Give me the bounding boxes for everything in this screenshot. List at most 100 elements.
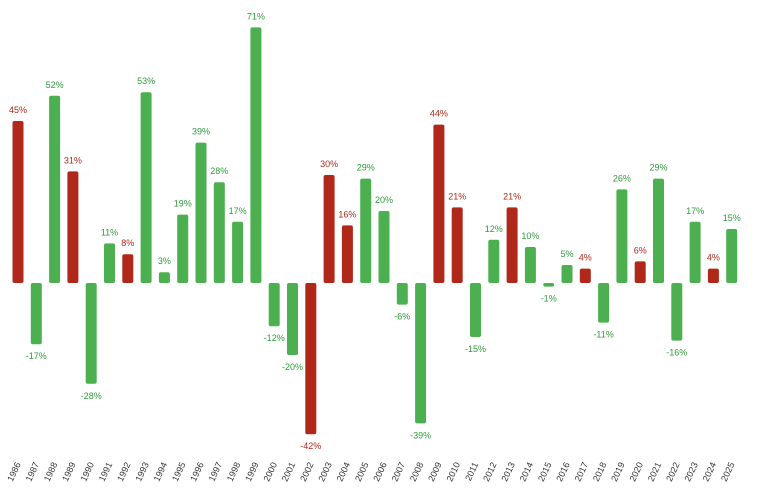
data-label-1999: 71%	[247, 11, 265, 21]
data-label-2001: -20%	[282, 362, 303, 372]
x-tick-label-2010: 2010	[444, 461, 462, 483]
bar-1987	[30, 283, 42, 345]
data-label-1994: 3%	[158, 256, 171, 266]
bar-2020	[634, 261, 646, 283]
data-label-2019: 26%	[613, 173, 631, 183]
x-tick-label-1988: 1988	[42, 461, 60, 483]
x-tick-label-2015: 2015	[536, 461, 554, 483]
data-label-1989: 31%	[64, 155, 82, 165]
data-label-2021: 29%	[649, 163, 667, 173]
bar-2008	[415, 283, 427, 424]
data-label-2015: -1%	[541, 294, 557, 304]
data-label-2004: 16%	[338, 209, 356, 219]
bar-1994	[158, 272, 170, 283]
x-tick-label-2017: 2017	[573, 461, 591, 483]
bar-2018	[598, 283, 610, 323]
bar-2009	[433, 124, 445, 283]
x-tick-label-1997: 1997	[207, 461, 225, 483]
bar-2015	[543, 283, 555, 287]
x-tick-label-2002: 2002	[298, 461, 316, 483]
bar-2022	[671, 283, 683, 341]
data-label-2023: 17%	[686, 206, 704, 216]
x-tick-label-1995: 1995	[170, 461, 188, 483]
x-tick-label-2025: 2025	[719, 461, 737, 483]
data-label-2016: 5%	[560, 249, 573, 259]
data-label-1991: 11%	[101, 227, 118, 237]
data-label-2012: 12%	[485, 224, 503, 234]
data-label-2017: 4%	[579, 253, 592, 263]
bar-1998	[232, 221, 244, 283]
data-label-2025: 15%	[723, 213, 741, 223]
x-tick-label-2013: 2013	[499, 461, 517, 483]
x-tick-label-1993: 1993	[133, 461, 151, 483]
x-axis-tick-labels: 1986 1987 1988 1989 1990 1991 1992 1993 1994 1995…	[5, 461, 736, 483]
data-label-1998: 17%	[229, 206, 247, 216]
data-label-1996: 39%	[192, 127, 210, 137]
bar-2010	[451, 207, 463, 283]
bar-1988	[49, 95, 61, 283]
x-tick-label-2007: 2007	[390, 461, 408, 483]
x-tick-label-2019: 2019	[609, 461, 627, 483]
data-label-2003: 30%	[320, 159, 338, 169]
bar-1999	[250, 27, 262, 284]
bar-2003	[323, 175, 335, 283]
x-tick-label-1990: 1990	[78, 461, 96, 483]
x-tick-label-1991: 1991	[97, 461, 115, 483]
x-tick-label-2014: 2014	[518, 461, 536, 483]
x-tick-label-2020: 2020	[627, 461, 645, 483]
data-label-2002: -42%	[300, 441, 321, 451]
bar-2021	[653, 178, 664, 283]
bar-1996	[195, 142, 207, 283]
bar-2005	[360, 178, 372, 283]
bar-2019	[616, 189, 628, 283]
x-tick-label-2005: 2005	[353, 461, 371, 483]
data-label-1990: -28%	[81, 391, 102, 401]
data-label-2005: 29%	[357, 163, 375, 173]
x-tick-label-2018: 2018	[591, 461, 609, 483]
data-labels-layer: 45% -17% 52% 31% -28% 11%8% 53% 3% 19% 39% 28% 17% 7…	[9, 11, 741, 451]
data-label-1988: 52%	[46, 80, 64, 90]
bar-2024	[707, 268, 719, 283]
data-label-2013: 21%	[503, 191, 521, 201]
bar-1997	[213, 182, 225, 283]
bar-1992	[122, 254, 134, 283]
bar-2011	[470, 283, 481, 337]
x-tick-label-2009: 2009	[426, 461, 444, 483]
data-label-1997: 28%	[210, 166, 228, 176]
x-tick-label-2008: 2008	[408, 461, 426, 483]
data-label-2008: -39%	[410, 430, 431, 440]
bars-layer	[12, 27, 738, 435]
bar-2023	[689, 221, 701, 283]
x-tick-label-1986: 1986	[5, 461, 23, 483]
x-tick-label-1999: 1999	[243, 461, 261, 483]
data-label-2011: -15%	[465, 344, 486, 354]
bar-2000	[268, 283, 280, 327]
data-label-2018: -11%	[593, 330, 613, 340]
x-tick-label-2006: 2006	[371, 461, 389, 483]
x-tick-label-1994: 1994	[152, 461, 170, 483]
data-label-2000: -12%	[264, 333, 285, 343]
data-label-2022: -16%	[666, 348, 687, 358]
bar-2004	[341, 225, 353, 283]
data-label-1992: 8%	[121, 238, 134, 248]
x-tick-label-2021: 2021	[646, 461, 664, 483]
x-tick-label-1998: 1998	[225, 461, 243, 483]
bar-2002	[305, 283, 317, 435]
data-label-2020: 6%	[634, 245, 647, 255]
x-tick-label-2004: 2004	[335, 461, 353, 483]
bar-2001	[287, 283, 298, 355]
x-tick-label-2000: 2000	[261, 461, 279, 483]
data-label-1986: 45%	[9, 105, 27, 115]
x-tick-label-2022: 2022	[664, 461, 682, 483]
data-label-1995: 19%	[174, 199, 192, 209]
data-label-1987: -17%	[26, 351, 47, 361]
bar-2014	[524, 247, 536, 283]
x-tick-label-2001: 2001	[280, 461, 298, 483]
data-label-2014: 10%	[521, 231, 539, 241]
x-tick-label-1989: 1989	[60, 461, 78, 483]
bar-2013	[506, 207, 518, 283]
x-tick-label-2011: 2011	[463, 461, 480, 483]
x-tick-label-2003: 2003	[316, 461, 334, 483]
